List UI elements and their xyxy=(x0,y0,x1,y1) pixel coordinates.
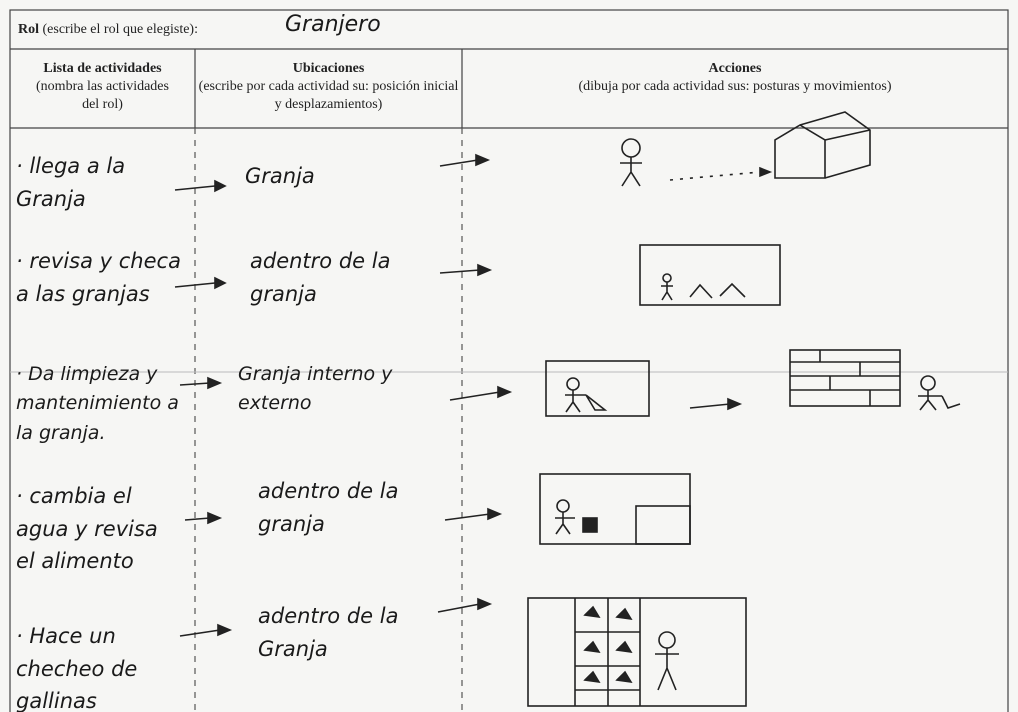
column-title: Lista de actividades xyxy=(43,61,162,76)
activity: · llega a la Granja xyxy=(16,154,126,211)
column-header: Acciones (dibuja por cada actividad sus: … xyxy=(462,60,1008,96)
role-label: Rol xyxy=(18,22,39,37)
activity: · cambia el agua y revisa el alimento xyxy=(16,484,158,574)
location: adentro de la Granja xyxy=(258,604,399,661)
column-title: Acciones xyxy=(708,61,762,76)
location: Granja xyxy=(245,164,315,188)
location: Granja interno y externo xyxy=(238,363,393,415)
column-header: Ubicaciones (escribe por cada actividad s… xyxy=(195,60,462,115)
activity: · Hace un checheo de gallinas xyxy=(16,624,138,712)
role-hint: (escribe el rol que elegiste): xyxy=(42,22,198,37)
role-value: Granjero xyxy=(285,12,381,37)
location: adentro de la granja xyxy=(258,479,399,536)
column-subtitle: (nombra las actividades del rol) xyxy=(36,79,169,113)
role-row: Rol (escribe el rol que elegiste): xyxy=(18,22,198,38)
activity: · Da limpieza y mantenimiento a la granj… xyxy=(16,363,179,444)
activity: · revisa y checa a las granjas xyxy=(16,249,181,306)
column-header: Lista de actividades (nombra las activida… xyxy=(10,60,195,115)
location: adentro de la granja xyxy=(250,249,391,306)
column-subtitle: (escribe por cada actividad su: posición… xyxy=(198,79,459,113)
column-subtitle: (dibuja por cada actividad sus: posturas… xyxy=(578,79,892,95)
column-title: Ubicaciones xyxy=(292,61,365,76)
